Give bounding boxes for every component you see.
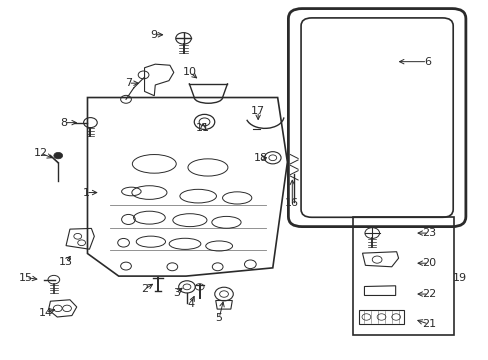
Circle shape <box>54 152 62 159</box>
Text: 13: 13 <box>59 257 72 267</box>
Text: 9: 9 <box>150 30 158 40</box>
Text: 5: 5 <box>215 313 222 323</box>
Text: 15: 15 <box>19 273 33 283</box>
Text: 14: 14 <box>39 308 53 318</box>
Text: 20: 20 <box>421 258 435 268</box>
Text: 23: 23 <box>421 228 435 238</box>
Text: 17: 17 <box>250 106 264 116</box>
Bar <box>352 217 453 335</box>
Text: 19: 19 <box>452 273 466 283</box>
Text: 4: 4 <box>187 299 194 309</box>
Text: 16: 16 <box>285 198 299 208</box>
Text: 6: 6 <box>423 57 430 67</box>
Text: 11: 11 <box>196 123 210 133</box>
Text: 18: 18 <box>253 153 267 163</box>
Text: 12: 12 <box>34 148 48 158</box>
Text: 8: 8 <box>61 118 67 128</box>
Text: 1: 1 <box>82 188 89 198</box>
Text: 2: 2 <box>141 284 148 294</box>
Text: 22: 22 <box>421 289 435 299</box>
Text: 7: 7 <box>124 78 132 88</box>
Text: 21: 21 <box>421 319 435 329</box>
Text: 3: 3 <box>172 288 180 298</box>
Text: 10: 10 <box>183 67 197 77</box>
